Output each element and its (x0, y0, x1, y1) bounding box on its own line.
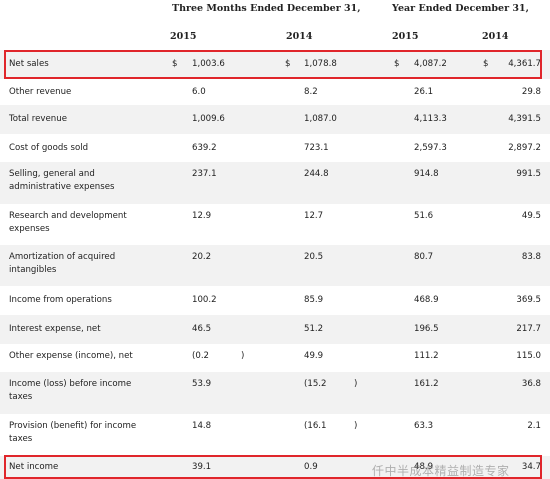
net-income-highlight (4, 455, 542, 479)
dollar-sign: $ (285, 59, 291, 69)
row-value: (16.1 (304, 421, 327, 431)
row-value: 12.7 (304, 211, 324, 221)
table-row: Selling, general and administrative expe… (0, 162, 550, 204)
header-year-ended: Year Ended December 31, (392, 3, 529, 14)
row-value: 14.8 (192, 421, 212, 431)
row-value: 914.8 (414, 169, 439, 179)
row-label: Cost of goods sold (9, 143, 89, 153)
row-value: 29.8 (521, 87, 541, 97)
dollar-sign: $ (483, 59, 489, 69)
row-value: 83.8 (521, 252, 541, 262)
row-value: 100.2 (192, 295, 217, 305)
row-label: Research and development expenses (9, 211, 127, 234)
row-label: Net income (9, 462, 59, 472)
row-value: 115.0 (516, 351, 541, 361)
row-value: 468.9 (414, 295, 439, 305)
header-year-q-2014: 2014 (286, 31, 313, 42)
row-value: 2.1 (527, 421, 541, 431)
table-row: Net sales $1,003.6 $1,078.8 $4,087.2 $4,361.… (0, 50, 550, 79)
row-value: 34.7 (521, 462, 541, 472)
table-row: Income (loss) before income taxes 53.9 (15… (0, 372, 550, 414)
row-value: 111.2 (414, 351, 439, 361)
header-year-y-2014: 2014 (482, 31, 509, 42)
row-label: Selling, general and administrative expe… (9, 169, 115, 192)
table-row: Amortization of acquired intangibles 20.2… (0, 245, 550, 286)
row-value: 0.9 (304, 462, 318, 472)
table-row: Other revenue 6.0 8.2 26.1 29.8 (0, 79, 550, 105)
row-value: 12.9 (192, 211, 212, 221)
header-year-q-2015: 2015 (170, 31, 197, 42)
row-value: (15.2 (304, 379, 327, 389)
closing-paren: ) (241, 351, 245, 361)
closing-paren: ) (354, 421, 358, 431)
row-value: 8.2 (304, 87, 318, 97)
row-value: 1,003.6 (192, 59, 225, 69)
row-value: 237.1 (192, 169, 217, 179)
row-value: 80.7 (414, 252, 434, 262)
closing-paren: ) (354, 379, 358, 389)
row-value: (0.2 (192, 351, 210, 361)
row-value: 4,087.2 (414, 59, 447, 69)
row-value: 4,113.3 (414, 114, 447, 124)
row-value: 20.2 (192, 252, 212, 262)
row-value: 2,597.3 (414, 143, 447, 153)
row-value: 1,087.0 (304, 114, 337, 124)
table-row: Total revenue 1,009.6 1,087.0 4,113.3 4,391.… (0, 105, 550, 134)
row-value: 6.0 (192, 87, 206, 97)
row-value: 369.5 (516, 295, 541, 305)
row-value: 51.2 (304, 324, 324, 334)
row-value: 217.7 (516, 324, 541, 334)
table-row: Research and development expenses 12.9 12.… (0, 204, 550, 245)
net-sales-highlight (4, 50, 542, 79)
table-row: Interest expense, net 46.5 51.2 196.5 217.7 (0, 315, 550, 344)
table-row: Income from operations 100.2 85.9 468.9 369.… (0, 286, 550, 315)
table-row: Net income 39.1 0.9 48.9 34.7 (0, 456, 550, 479)
row-value: 4,361.7 (508, 59, 541, 69)
row-value: 53.9 (192, 379, 212, 389)
row-label: Interest expense, net (9, 324, 101, 334)
table-row: Cost of goods sold 639.2 723.1 2,597.3 2,897… (0, 134, 550, 162)
row-label: Amortization of acquired intangibles (9, 252, 116, 275)
row-label: Income (loss) before income taxes (9, 379, 132, 402)
row-value: 46.5 (192, 324, 212, 334)
row-value: 4,391.5 (508, 114, 541, 124)
row-value: 26.1 (414, 87, 434, 97)
row-value: 85.9 (304, 295, 324, 305)
row-value: 63.3 (414, 421, 434, 431)
row-label: Total revenue (9, 114, 67, 124)
dollar-sign: $ (394, 59, 400, 69)
row-value: 161.2 (414, 379, 439, 389)
table-row: Other expense (income), net (0.2) 49.9 111.… (0, 344, 550, 372)
row-value: 1,009.6 (192, 114, 225, 124)
row-value: 1,078.8 (304, 59, 337, 69)
row-label: Other expense (income), net (9, 351, 133, 361)
row-label: Income from operations (9, 295, 112, 305)
row-value: 49.5 (521, 211, 541, 221)
row-value: 723.1 (304, 143, 329, 153)
row-value: 39.1 (192, 462, 212, 472)
row-value: 51.6 (414, 211, 434, 221)
row-value: 244.8 (304, 169, 329, 179)
row-label: Provision (benefit) for income taxes (9, 421, 137, 444)
row-value: 49.9 (304, 351, 324, 361)
header-year-y-2015: 2015 (392, 31, 419, 42)
dollar-sign: $ (172, 59, 178, 69)
watermark: 仟中半成本精益制造专家 (372, 464, 510, 478)
row-value: 991.5 (516, 169, 541, 179)
row-value: 20.5 (304, 252, 324, 262)
row-label: Other revenue (9, 87, 72, 97)
row-label: Net sales (9, 59, 49, 69)
row-value: 2,897.2 (508, 143, 541, 153)
row-value: 48.9 (414, 462, 434, 472)
header-three-months: Three Months Ended December 31, (172, 3, 361, 14)
table-row: Provision (benefit) for income taxes 14.8… (0, 414, 550, 456)
row-value: 639.2 (192, 143, 217, 153)
row-value: 36.8 (521, 379, 541, 389)
row-value: 196.5 (414, 324, 439, 334)
